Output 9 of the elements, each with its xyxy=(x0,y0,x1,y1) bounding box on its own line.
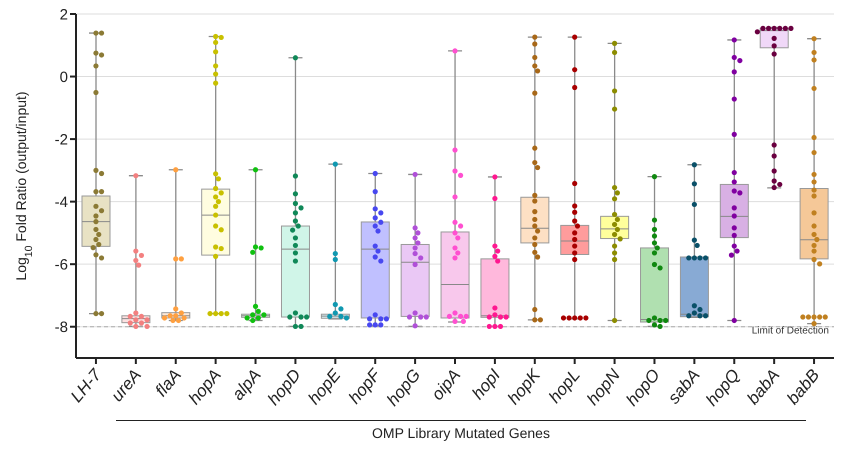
y-tick-label: -6 xyxy=(54,256,68,274)
ref-line-label: Limit of Detection xyxy=(752,326,829,337)
y-tick-label: -4 xyxy=(54,194,68,211)
x-tick-label: flaA xyxy=(152,366,185,400)
x-axis-title: OMP Library Mutated Genes xyxy=(116,420,806,441)
y-tick-label: -2 xyxy=(54,131,68,148)
y-tick-label: 0 xyxy=(60,68,68,86)
y-tick-label: 2 xyxy=(60,6,68,24)
y-tick-label: -8 xyxy=(54,319,68,336)
